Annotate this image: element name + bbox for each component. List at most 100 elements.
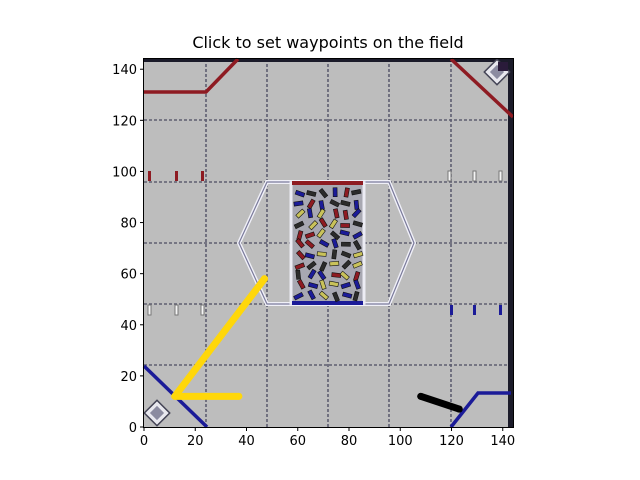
game-piece — [306, 198, 316, 210]
game-piece — [329, 198, 341, 208]
game-piece — [307, 282, 319, 289]
game-piece — [318, 217, 328, 228]
field-area[interactable] — [142, 57, 515, 429]
game-piece — [316, 228, 326, 239]
center-goal — [236, 180, 417, 306]
game-piece — [295, 249, 306, 261]
game-piece — [295, 269, 301, 280]
game-piece — [352, 260, 363, 269]
robot-marker-top-right — [498, 62, 508, 71]
game-piece — [304, 252, 316, 260]
game-piece — [318, 290, 330, 301]
game-piece — [295, 208, 306, 219]
game-piece — [333, 208, 340, 219]
game-piece — [328, 218, 338, 230]
x-tick-label: 120 — [439, 434, 464, 449]
y-tick-label: 100 — [112, 165, 137, 180]
y-tick-label: 140 — [112, 63, 137, 78]
alliance-lines-red — [144, 57, 515, 119]
game-piece — [329, 260, 340, 267]
waypoint-paths — [171, 275, 463, 413]
game-piece — [351, 189, 362, 196]
game-piece — [352, 220, 364, 228]
robot-icon — [143, 399, 171, 427]
game-piece — [308, 220, 319, 231]
game-piece — [352, 239, 362, 251]
game-piece — [294, 189, 306, 198]
waypoint-marker — [455, 405, 463, 413]
waypoint-marker — [235, 392, 243, 400]
plot-frame — [143, 58, 514, 428]
game-piece — [328, 280, 339, 287]
game-piece — [343, 187, 350, 198]
game-piece — [352, 251, 364, 259]
game-piece — [339, 229, 350, 237]
game-piece — [306, 207, 314, 219]
tile-seams — [144, 59, 513, 427]
game-piece — [317, 269, 327, 281]
game-piece — [319, 279, 327, 290]
x-tick-label: 40 — [238, 434, 255, 449]
white-markers-top-right — [447, 170, 503, 182]
game-piece — [295, 238, 305, 249]
y-tick-label: 80 — [120, 217, 137, 232]
field-wall-right — [508, 59, 513, 427]
game-piece — [307, 268, 317, 280]
x-tick-label: 100 — [388, 434, 413, 449]
game-piece — [296, 278, 306, 290]
game-piece — [304, 231, 316, 239]
y-tick-label: 0 — [129, 421, 137, 436]
game-piece — [332, 291, 340, 303]
y-tick-label: 40 — [120, 319, 137, 334]
game-piece — [316, 251, 327, 257]
game-piece — [342, 209, 349, 221]
x-tick-label: 0 — [140, 434, 148, 449]
red-markers — [148, 171, 204, 181]
game-piece — [331, 249, 338, 260]
y-tick-label: 120 — [112, 114, 137, 129]
game-piece — [340, 250, 352, 259]
plot-title: Click to set waypoints on the field — [192, 33, 463, 52]
game-piece — [341, 291, 353, 299]
x-tick-label: 80 — [341, 434, 358, 449]
game-piece — [306, 190, 317, 197]
game-piece — [304, 239, 315, 249]
game-piece — [339, 270, 350, 281]
waypoint-marker — [260, 275, 268, 283]
game-piece — [332, 187, 338, 198]
game-piece — [352, 290, 360, 302]
game-piece — [294, 262, 306, 271]
x-tick-label: 140 — [490, 434, 515, 449]
game-piece — [307, 289, 316, 301]
game-piece — [340, 281, 352, 290]
y-tick-label: 60 — [120, 268, 137, 283]
game-piece — [318, 239, 330, 248]
game-piece — [316, 208, 326, 219]
waypoint-marker — [171, 392, 179, 400]
waypoint-marker — [417, 392, 425, 400]
game-piece — [351, 208, 362, 219]
waypoint-path-line — [417, 392, 463, 413]
white-markers-bottom-left — [147, 304, 205, 316]
game-piece — [293, 220, 305, 230]
game-piece — [318, 188, 329, 199]
game-piece — [352, 230, 363, 240]
game-piece — [293, 291, 304, 301]
y-tick-label: 20 — [120, 370, 137, 385]
field-wall-top — [144, 59, 513, 62]
game-piece — [329, 230, 341, 241]
game-piece — [331, 272, 342, 278]
game-pieces — [293, 187, 364, 303]
game-piece — [293, 200, 304, 207]
x-tick-label: 60 — [289, 434, 306, 449]
game-piece — [306, 260, 317, 271]
game-piece — [340, 223, 350, 228]
blue-markers — [450, 305, 502, 315]
game-piece — [340, 199, 351, 207]
x-tick-label: 20 — [187, 434, 204, 449]
game-piece — [331, 238, 339, 249]
game-piece — [353, 279, 361, 290]
y-axis: 0 20 40 60 80 100 120 140 — [112, 63, 144, 436]
